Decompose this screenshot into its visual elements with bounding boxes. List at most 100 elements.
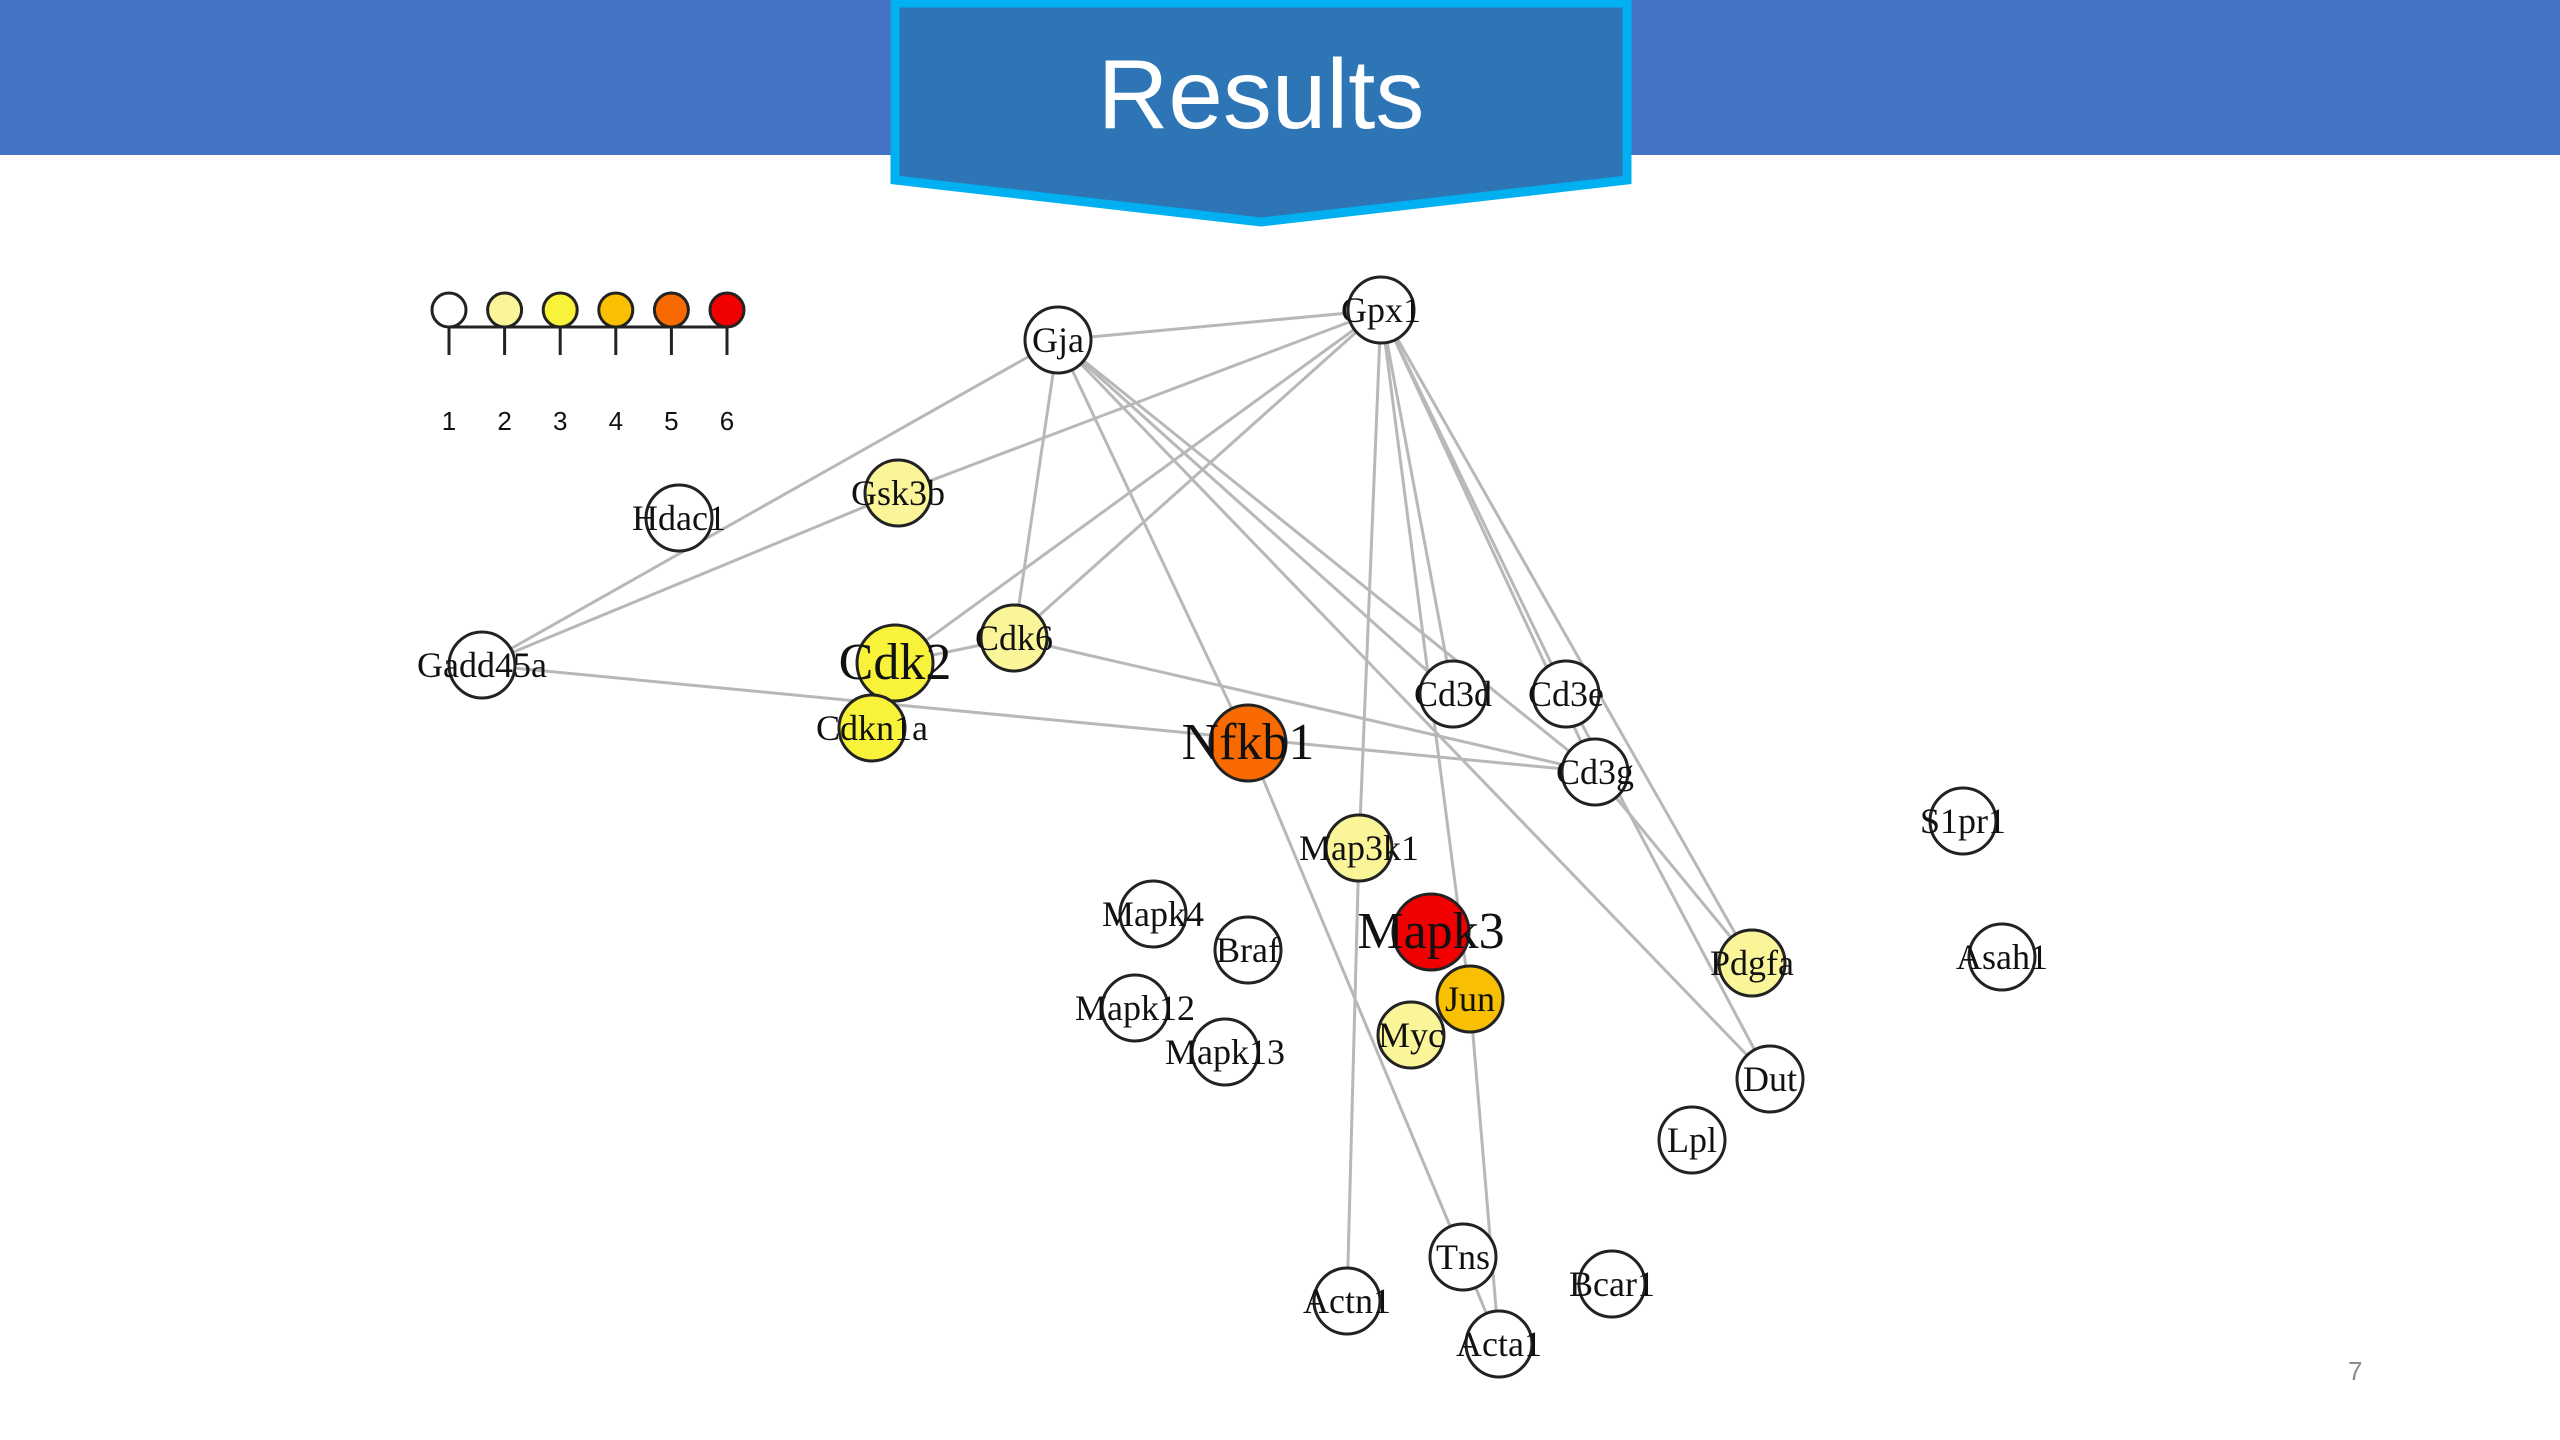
node-circle	[837, 693, 907, 763]
edge-gpx1-map3k1	[1357, 309, 1383, 849]
node-actn1[interactable]: Actn1	[1303, 1266, 1391, 1336]
node-label: Cdk6	[975, 618, 1053, 658]
node-label: Mapk12	[1075, 988, 1195, 1028]
node-jun[interactable]: Jun	[1435, 964, 1505, 1034]
node-circle	[1560, 737, 1630, 807]
node-label: Mapk4	[1102, 894, 1204, 934]
node-circle	[1376, 1000, 1446, 1070]
edge-gja-nfkb1	[1056, 339, 1250, 744]
node-dut[interactable]: Dut	[1735, 1044, 1805, 1114]
node-circle	[1391, 892, 1471, 972]
node-circle	[1464, 1309, 1534, 1379]
node-label: Jun	[1445, 979, 1495, 1019]
legend-label: 2	[497, 406, 511, 436]
node-circle	[1208, 703, 1288, 783]
node-s1pr1[interactable]: S1pr1	[1920, 786, 2006, 856]
edge-gja-gpx1	[1057, 308, 1382, 342]
node-label: Pdgfa	[1710, 943, 1794, 983]
node-label: Cd3d	[1414, 674, 1492, 714]
node-asah1[interactable]: Asah1	[1956, 922, 2048, 992]
node-circle	[1324, 813, 1394, 883]
node-cdk2[interactable]: Cdk2	[839, 623, 952, 703]
node-circle	[1577, 1249, 1647, 1319]
node-label: Cd3g	[1556, 752, 1634, 792]
edge-gja-gadd45a	[481, 338, 1059, 667]
node-label: Braf	[1216, 930, 1280, 970]
node-mapk3[interactable]: Mapk3	[1357, 892, 1505, 972]
node-label: Dut	[1743, 1059, 1797, 1099]
node-hdac1[interactable]: Hdac1	[632, 483, 726, 553]
node-label: Cdk2	[839, 634, 952, 691]
edge-gpx1-pdgfa	[1379, 309, 1754, 964]
node-cd3d[interactable]: Cd3d	[1414, 659, 1492, 729]
node-circle	[644, 483, 714, 553]
node-gpx1[interactable]: Gpx1	[1341, 275, 1421, 345]
node-mapk12[interactable]: Mapk12	[1075, 973, 1195, 1043]
node-label: Gja	[1032, 320, 1084, 360]
node-gadd45a[interactable]: Gadd45a	[417, 630, 547, 700]
node-mapk13[interactable]: Mapk13	[1165, 1017, 1285, 1087]
node-gja[interactable]: Gja	[1023, 305, 1093, 375]
node-label: Cd3e	[1528, 674, 1604, 714]
node-label: Asah1	[1956, 937, 2048, 977]
node-label: Mapk13	[1165, 1032, 1285, 1072]
node-cd3e[interactable]: Cd3e	[1528, 659, 1604, 729]
edge-gpx1-cdk6	[1013, 308, 1382, 640]
node-bcar1[interactable]: Bcar1	[1569, 1249, 1655, 1319]
node-label: Hdac1	[632, 498, 726, 538]
edges	[481, 308, 1772, 1345]
edge-gja-dut	[1056, 338, 1772, 1081]
node-circle	[1190, 1017, 1260, 1087]
node-circle	[1418, 659, 1488, 729]
legend-swatch	[430, 291, 468, 329]
node-label: Bcar1	[1569, 1264, 1655, 1304]
node-label: Acta1	[1456, 1324, 1542, 1364]
node-cdkn1a[interactable]: Cdkn1a	[816, 693, 928, 763]
node-nfkb1[interactable]: Nfkb1	[1182, 703, 1315, 783]
node-label: Tns	[1436, 1237, 1490, 1277]
node-map3k1[interactable]: Map3k1	[1299, 813, 1419, 883]
edge-gja-cdk6	[1012, 339, 1060, 639]
node-circle	[1118, 879, 1188, 949]
node-circle	[1023, 305, 1093, 375]
node-cd3g[interactable]: Cd3g	[1556, 737, 1634, 807]
edge-gadd45a-cd3g	[481, 663, 1596, 774]
node-lpl[interactable]: Lpl	[1657, 1105, 1727, 1175]
node-braf[interactable]: Braf	[1213, 915, 1283, 985]
node-label: S1pr1	[1920, 801, 2006, 841]
legend-swatch	[652, 291, 690, 329]
page-number: 7	[2348, 1356, 2363, 1386]
node-label: Gpx1	[1341, 290, 1421, 330]
edge-gpx1-cd3d	[1379, 309, 1455, 695]
node-cdk6[interactable]: Cdk6	[975, 603, 1053, 673]
node-label: Actn1	[1303, 1281, 1391, 1321]
node-circle	[1928, 786, 1998, 856]
node-gsk3b[interactable]: Gsk3b	[851, 458, 945, 528]
node-pdgfa[interactable]: Pdgfa	[1710, 928, 1794, 998]
node-circle	[1428, 1222, 1498, 1292]
legend-label: 3	[553, 406, 567, 436]
node-circle	[447, 630, 517, 700]
node-label: Gadd45a	[417, 645, 547, 685]
node-label: Cdkn1a	[816, 708, 928, 748]
legend-swatch	[541, 291, 579, 329]
legend: 1 2 3 4 5 6	[430, 291, 746, 436]
node-label: Map3k1	[1299, 828, 1419, 868]
title-banner: Results	[890, 0, 1632, 230]
banner-shape	[890, 0, 1632, 227]
node-circle	[1100, 973, 1170, 1043]
node-label: Gsk3b	[851, 473, 945, 513]
legend-swatch	[486, 291, 524, 329]
edge-cdk6-cd3g	[1013, 636, 1596, 774]
edge-gja-cd3d	[1056, 338, 1455, 696]
node-circle	[1735, 1044, 1805, 1114]
node-label: Myc	[1378, 1015, 1444, 1055]
node-mapk4[interactable]: Mapk4	[1102, 879, 1204, 949]
node-circle	[855, 623, 935, 703]
node-myc[interactable]: Myc	[1376, 1000, 1446, 1070]
legend-swatch	[708, 291, 746, 329]
legend-swatch	[597, 291, 635, 329]
node-acta1[interactable]: Acta1	[1456, 1309, 1542, 1379]
node-tns[interactable]: Tns	[1428, 1222, 1498, 1292]
